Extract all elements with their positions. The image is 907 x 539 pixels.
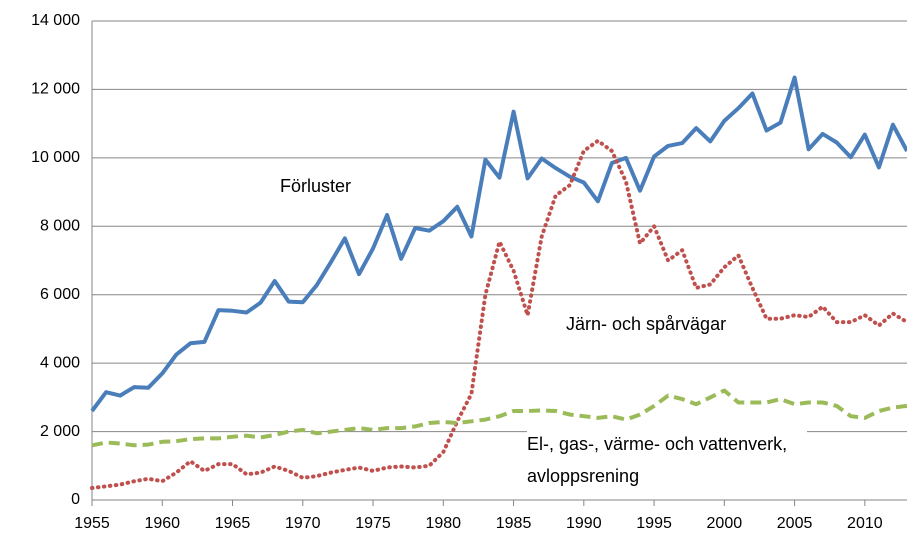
y-tick-label: 2 000: [40, 423, 80, 440]
series-line: [91, 388, 907, 448]
x-tick-label: 1985: [496, 515, 532, 532]
series-label: El-, gas-, värme- och vattenverk, avlopp…: [527, 428, 807, 492]
x-tick-label: 1990: [566, 515, 602, 532]
x-tick-label: 1980: [425, 515, 461, 532]
x-tick-label: 1970: [285, 515, 321, 532]
x-tick-label: 2010: [847, 515, 883, 532]
x-tick-label: 1995: [636, 515, 672, 532]
y-tick-label: 12 000: [31, 81, 80, 98]
x-tick-label: 1955: [74, 515, 110, 532]
x-tick-label: 1975: [355, 515, 391, 532]
x-tick-label: 1960: [144, 515, 180, 532]
series-line: [90, 75, 907, 413]
y-tick-label: 8 000: [40, 218, 80, 235]
y-tick-label: 14 000: [31, 12, 80, 29]
series-label: Järn- och spårvägar: [566, 308, 727, 340]
y-tick-label: 4 000: [40, 354, 80, 371]
y-tick-label: 6 000: [40, 286, 80, 303]
series-line: [90, 138, 907, 490]
x-tick-label: 1965: [215, 515, 251, 532]
y-tick-label: 10 000: [31, 149, 80, 166]
y-tick-label: 0: [71, 491, 80, 508]
x-tick-label: 2005: [777, 515, 813, 532]
series-label: Förluster: [280, 170, 352, 202]
x-tick-label: 2000: [707, 515, 743, 532]
